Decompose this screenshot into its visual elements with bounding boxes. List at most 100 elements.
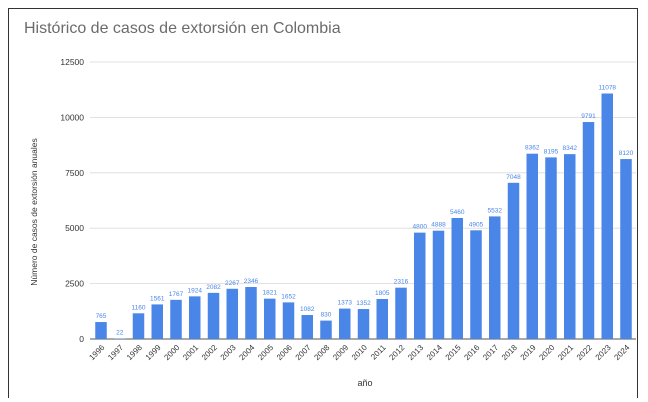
x-tick-label-2015: 2015 <box>444 343 463 362</box>
bar-label-1999: 1561 <box>150 295 165 302</box>
bar-2019 <box>526 153 538 339</box>
y-tick-label: 5000 <box>65 223 84 233</box>
bar-label-2015: 5460 <box>450 209 465 216</box>
x-tick-label-2022: 2022 <box>575 343 594 362</box>
bar-label-2021: 8342 <box>563 145 578 152</box>
bar-2004 <box>245 287 257 339</box>
bar-label-2004: 2346 <box>244 278 259 285</box>
bar-2002 <box>207 292 220 339</box>
x-tick-label-2001: 2001 <box>181 343 200 362</box>
x-tick-label-2024: 2024 <box>612 343 631 362</box>
bar-label-2022: 9791 <box>581 113 596 120</box>
bar-2014 <box>432 230 445 339</box>
bar-1998 <box>132 313 145 339</box>
bar-2000 <box>170 299 182 339</box>
x-axis-label: año <box>357 378 372 388</box>
bars <box>95 93 632 340</box>
y-tick-label: 2500 <box>65 279 84 289</box>
x-tick-label-2012: 2012 <box>387 343 406 362</box>
bar-1999 <box>151 304 163 339</box>
x-tick-label-2008: 2008 <box>312 343 331 362</box>
bar-2018 <box>507 182 520 339</box>
bar-label-2018: 7048 <box>506 174 521 181</box>
bar-label-2005: 1821 <box>263 290 278 297</box>
bar-label-2008: 830 <box>321 312 332 319</box>
bar-2020 <box>545 157 557 339</box>
x-tick-label-2003: 2003 <box>219 343 238 362</box>
bar-2013 <box>414 232 426 339</box>
bar-label-2014: 4888 <box>431 222 446 229</box>
x-tick-label-2006: 2006 <box>275 343 294 362</box>
bar-1996 <box>95 322 107 339</box>
x-tick-label-2013: 2013 <box>406 343 425 362</box>
x-tick-label-2004: 2004 <box>237 343 256 362</box>
bar-label-1996: 765 <box>96 313 107 320</box>
x-tick-label-2023: 2023 <box>594 343 613 362</box>
bar-label-2012: 2316 <box>394 279 409 286</box>
bar-label-2016: 4905 <box>469 221 484 228</box>
bar-2008 <box>320 320 332 339</box>
x-tick-label-2019: 2019 <box>519 343 538 362</box>
bar-label-2023: 11078 <box>598 85 616 92</box>
bar-2011 <box>376 299 388 339</box>
bar-2021 <box>564 154 576 339</box>
bar-2010 <box>357 309 370 339</box>
x-tick-label-2021: 2021 <box>556 343 575 362</box>
bar-2023 <box>601 93 613 339</box>
bar-label-2009: 1373 <box>338 300 353 307</box>
bar-2006 <box>282 302 295 339</box>
bar-2005 <box>264 298 276 339</box>
bar-label-2003: 2267 <box>225 280 240 287</box>
bar-label-2011: 1805 <box>375 290 390 297</box>
y-axis-label: Número de casos de extorsión anuales <box>29 138 39 285</box>
bar-label-2020: 8195 <box>544 148 559 155</box>
y-tick-label: 12500 <box>60 57 84 67</box>
x-tick-label-2007: 2007 <box>294 343 313 362</box>
bar-label-2024: 8120 <box>619 150 634 157</box>
x-tick-label-2014: 2014 <box>425 343 444 362</box>
y-axis-ticks: 0 2500 5000 7500 10000 12500 <box>60 57 84 344</box>
bar-label-2006: 1652 <box>281 293 296 300</box>
bar-label-2002: 2082 <box>206 284 221 291</box>
x-tick-label-2000: 2000 <box>162 343 181 362</box>
bar-label-2000: 1767 <box>169 291 184 298</box>
x-tick-label-1999: 1999 <box>144 343 163 362</box>
x-tick-label-2018: 2018 <box>500 343 519 362</box>
bar-2024 <box>620 159 632 339</box>
chart-title: Histórico de casos de extorsión en Colom… <box>24 20 341 37</box>
bar-1997 <box>114 338 126 340</box>
x-tick-label-2016: 2016 <box>462 343 481 362</box>
y-tick-label: 7500 <box>65 168 84 178</box>
x-tick-label-1996: 1996 <box>87 343 106 362</box>
x-axis-ticks: 1996 1997 1998 1999 2000 2001 2002 2003 2004 2005… <box>87 343 631 362</box>
x-tick-label-2002: 2002 <box>200 343 219 362</box>
x-tick-label-1997: 1997 <box>106 343 125 362</box>
bar-2001 <box>189 296 201 339</box>
x-tick-label-2017: 2017 <box>481 343 500 362</box>
x-tick-label-2005: 2005 <box>256 343 275 362</box>
x-tick-label-2011: 2011 <box>369 343 388 362</box>
bar-2007 <box>301 315 313 339</box>
bar-2016 <box>470 230 482 339</box>
x-tick-label-2020: 2020 <box>537 343 556 362</box>
bar-2015 <box>451 218 463 339</box>
bar-label-1998: 1160 <box>132 304 146 311</box>
y-tick-label: 0 <box>79 334 84 344</box>
bar-label-2017: 5532 <box>488 207 503 214</box>
bar-label-2019: 8362 <box>525 145 540 152</box>
y-tick-label: 10000 <box>60 112 84 122</box>
bar-2012 <box>395 287 407 339</box>
x-tick-label-1998: 1998 <box>125 343 144 362</box>
bar-2017 <box>489 216 501 339</box>
bar-label-2007: 1082 <box>300 306 315 313</box>
bar-label-2001: 1924 <box>188 287 203 294</box>
x-tick-label-2009: 2009 <box>331 343 350 362</box>
bar-label-2013: 4800 <box>413 224 428 231</box>
bar-2022 <box>582 122 595 340</box>
x-tick-label-2010: 2010 <box>350 343 369 362</box>
bar-label-2010: 1352 <box>356 300 371 307</box>
bar-label-1997: 22 <box>116 330 124 337</box>
bar-2003 <box>226 288 238 339</box>
